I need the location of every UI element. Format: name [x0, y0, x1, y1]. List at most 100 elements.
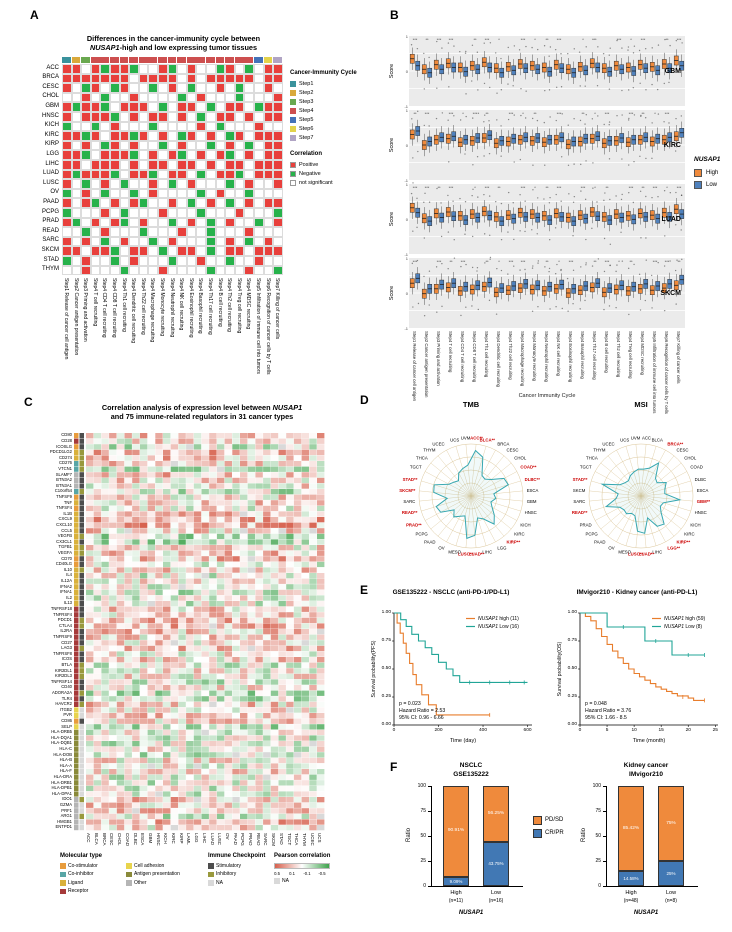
- panel-c-label: C: [24, 395, 33, 409]
- outlier-point: [531, 46, 533, 49]
- outlier-point: [519, 269, 521, 271]
- significance-mark: *: [666, 185, 668, 190]
- heatmap-cell: [90, 179, 101, 189]
- y-tick-label: -1: [404, 251, 408, 257]
- heatmap-cell: [148, 140, 158, 151]
- heatmap-cell: [177, 73, 187, 84]
- heatmap-cell: [119, 208, 130, 218]
- radar-spoke: [600, 462, 642, 497]
- heatmap-cell: [81, 160, 91, 170]
- gene-label: TNFSF9: [56, 494, 72, 499]
- heatmap-cell: [254, 64, 264, 74]
- panel-e-label: E: [360, 583, 369, 597]
- heatmap-cell: [167, 198, 178, 208]
- outlier-point: [416, 226, 418, 229]
- heatmap-cell: [62, 73, 72, 84]
- radar-spoke: [470, 446, 487, 497]
- panel-d-label: D: [360, 393, 369, 407]
- heatmap-cell: [138, 112, 149, 122]
- heatmap-cell: [186, 140, 197, 151]
- heatmap-cell: [263, 227, 274, 237]
- legend-label: NUSAP1 Low (8): [664, 623, 703, 630]
- outlier-point: [651, 83, 653, 86]
- gene-label: TNFRSF9: [53, 634, 72, 639]
- heatmap-cell: [186, 83, 197, 93]
- outlier-point: [585, 113, 587, 116]
- facet-label: SKCM: [660, 290, 681, 297]
- heatmap-cell: [138, 64, 149, 74]
- significance-mark: ***: [557, 37, 562, 42]
- panel-a-title-rest: -high and low expressing tumor tissues: [119, 43, 258, 52]
- outlier-point: [459, 119, 462, 121]
- outlier-point: [680, 115, 683, 117]
- heatmap-cell: [119, 131, 130, 141]
- outlier-point: [507, 118, 510, 121]
- gene-label: TNFRSF8: [53, 650, 72, 656]
- outlier-point: [412, 182, 414, 184]
- gene-label: ITGB2: [59, 706, 72, 712]
- cancer-row-label: LUSC: [42, 179, 59, 186]
- heatmap-cell: [148, 256, 158, 266]
- step-band-cell: [62, 57, 71, 63]
- heatmap-cell: [206, 83, 216, 93]
- mt-legend-swatch: [60, 888, 66, 894]
- heatmap-cell: [215, 160, 226, 170]
- cancer-col-label: DLBC: [132, 832, 138, 845]
- outlier-point: [621, 47, 623, 49]
- heatmap-cell: [90, 227, 101, 237]
- cancer-col-label: SKCM: [271, 832, 277, 846]
- outlier-point: [627, 89, 630, 91]
- outlier-point: [536, 119, 539, 122]
- heatmap-cell: [206, 188, 216, 199]
- heatmap-cell: [196, 140, 206, 151]
- outlier-point: [423, 315, 426, 317]
- outlier-point: [459, 50, 461, 53]
- outlier-point: [657, 196, 659, 198]
- step-column-label: Step2 Cancer antigen presentation: [72, 278, 79, 356]
- outlier-point: [440, 202, 442, 204]
- heatmap-cell: [273, 150, 283, 160]
- significance-mark: **: [629, 259, 633, 264]
- pearson-tick-label: 0.5: [274, 870, 280, 876]
- outlier-point: [669, 260, 671, 262]
- heatmap-cell: [90, 188, 101, 199]
- significance-mark: *: [654, 111, 656, 116]
- heatmap-cell: [215, 227, 226, 237]
- outlier-point: [638, 273, 641, 276]
- heatmap-cell: [100, 140, 110, 151]
- heatmap-cell: [186, 256, 197, 266]
- heatmap-cell: [71, 121, 82, 132]
- cycle-legend-swatch: [290, 117, 296, 123]
- step-band-cell: [167, 57, 177, 63]
- gene-label: PVR: [63, 712, 72, 718]
- heatmap-cell: [177, 102, 187, 112]
- cycle-x-label: Step1 Release of cancer cell antigen: [412, 331, 417, 401]
- outlier-point: [616, 264, 618, 266]
- legend-swatch: [533, 829, 542, 838]
- step-column-label: Step1 Release of cancer cell antigen: [62, 278, 69, 360]
- cycle-x-label: Step4 Treg cell recruiting: [628, 331, 633, 379]
- outlier-point: [609, 264, 611, 266]
- outlier-point: [567, 164, 570, 166]
- cycle-legend-label: Step2: [299, 89, 314, 96]
- heatmap-cell: [234, 265, 245, 276]
- outlier-point: [507, 273, 509, 275]
- outlier-point: [411, 262, 414, 265]
- outlier-point: [489, 42, 492, 44]
- outlier-point: [488, 152, 491, 155]
- group-label: High: [450, 890, 462, 896]
- gene-label: ADORA2A: [51, 690, 72, 695]
- cp-legend-swatch: [208, 880, 214, 886]
- radar-axis-label: MESO: [618, 550, 631, 555]
- outlier-point: [513, 114, 515, 116]
- heatmap-cell: [234, 64, 245, 74]
- outlier-point: [669, 44, 671, 47]
- heatmap-cell: [148, 227, 158, 237]
- gene-label: IL2RA: [60, 628, 72, 634]
- heatmap-cell: [273, 102, 283, 112]
- outlier-point: [651, 307, 653, 309]
- radar-spoke: [465, 444, 472, 497]
- heatmap-cell: [100, 64, 110, 74]
- heatmap-cell: [81, 140, 91, 151]
